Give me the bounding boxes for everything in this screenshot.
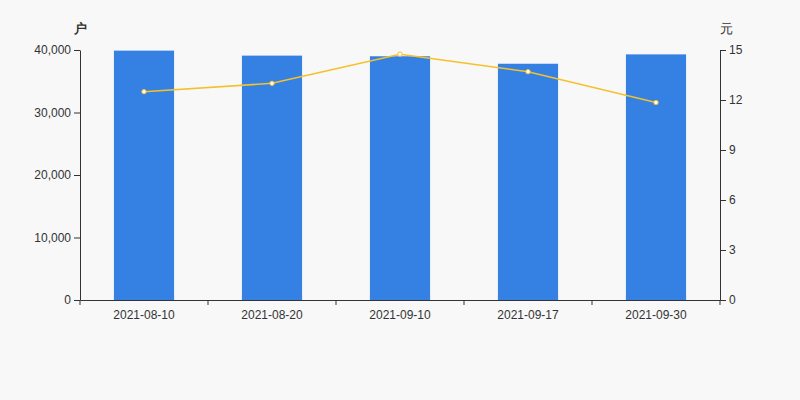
tick-label: 3: [729, 243, 736, 257]
tick: 2021-09-17: [497, 300, 559, 322]
tick-mark: [720, 250, 726, 251]
tick: 0: [720, 293, 736, 307]
y2-axis: 0 3 6 9 12 15: [720, 43, 743, 307]
y2-axis-title: 元: [720, 21, 733, 36]
category-boundary: [720, 300, 721, 305]
marker: [142, 89, 146, 93]
tick-label: 12: [729, 93, 743, 107]
tick-label: 2021-08-20: [241, 308, 303, 322]
category-boundary: [464, 300, 465, 305]
bar: [242, 56, 302, 300]
tick-mark: [720, 150, 726, 151]
chart: 0 10,000 20,000 30,000 40,000 0 3 6 9 12 15 2021-08…: [0, 0, 800, 400]
tick-mark: [720, 200, 726, 201]
axis-line: [81, 300, 721, 301]
tick: 12: [720, 93, 743, 107]
marker: [526, 69, 530, 73]
tick: 10,000: [34, 231, 80, 245]
tick: 2021-09-30: [625, 300, 687, 322]
tick-label: 9: [729, 143, 736, 157]
tick-label: 30,000: [34, 106, 71, 120]
tick-label: 2021-09-30: [625, 308, 687, 322]
tick-label: 2021-09-17: [497, 308, 559, 322]
tick-label: 2021-08-10: [113, 308, 175, 322]
x-axis: 2021-08-10 2021-08-20 2021-09-10 2021-09-17…: [80, 300, 721, 322]
tick: 2021-08-10: [113, 300, 175, 322]
tick: 0: [64, 293, 80, 307]
bar: [370, 56, 430, 300]
tick-mark: [74, 238, 80, 239]
bar: [626, 54, 686, 300]
tick: 40,000: [34, 43, 80, 57]
tick-label: 0: [729, 293, 736, 307]
tick-label: 0: [64, 293, 71, 307]
tick: 6: [720, 193, 736, 207]
bar: [114, 51, 174, 300]
tick-label: 10,000: [34, 231, 71, 245]
tick-label: 20,000: [34, 168, 71, 182]
marker: [398, 52, 402, 56]
tick-mark: [720, 50, 726, 51]
category-boundary: [592, 300, 593, 305]
tick-mark: [720, 100, 726, 101]
bar: [498, 64, 558, 300]
tick: 3: [720, 243, 736, 257]
axis-line: [80, 51, 81, 301]
tick: 2021-09-10: [369, 300, 431, 322]
category-boundary: [80, 300, 81, 305]
tick-label: 6: [729, 193, 736, 207]
marker: [270, 81, 274, 85]
category-boundary: [336, 300, 337, 305]
marker: [654, 100, 658, 104]
axis-line: [720, 51, 721, 301]
tick-label: 2021-09-10: [369, 308, 431, 322]
line: [144, 54, 656, 102]
y-axis: 0 10,000 20,000 30,000 40,000: [34, 43, 80, 307]
tick: 30,000: [34, 106, 80, 120]
plot-area: 0 10,000 20,000 30,000 40,000 0 3 6 9 12 15 2021-08…: [34, 43, 742, 321]
tick: 15: [720, 43, 743, 57]
tick-mark: [74, 50, 80, 51]
marks: [114, 51, 686, 300]
tick-mark: [74, 175, 80, 176]
tick: 9: [720, 143, 736, 157]
tick: 20,000: [34, 168, 80, 182]
tick-label: 15: [729, 43, 743, 57]
y-axis-title: 户: [73, 21, 87, 36]
tick-label: 40,000: [34, 43, 71, 57]
tick-mark: [74, 113, 80, 114]
tick-mark: [720, 300, 726, 301]
tick: 2021-08-20: [241, 300, 303, 322]
category-boundary: [208, 300, 209, 305]
tick-mark: [74, 300, 80, 301]
